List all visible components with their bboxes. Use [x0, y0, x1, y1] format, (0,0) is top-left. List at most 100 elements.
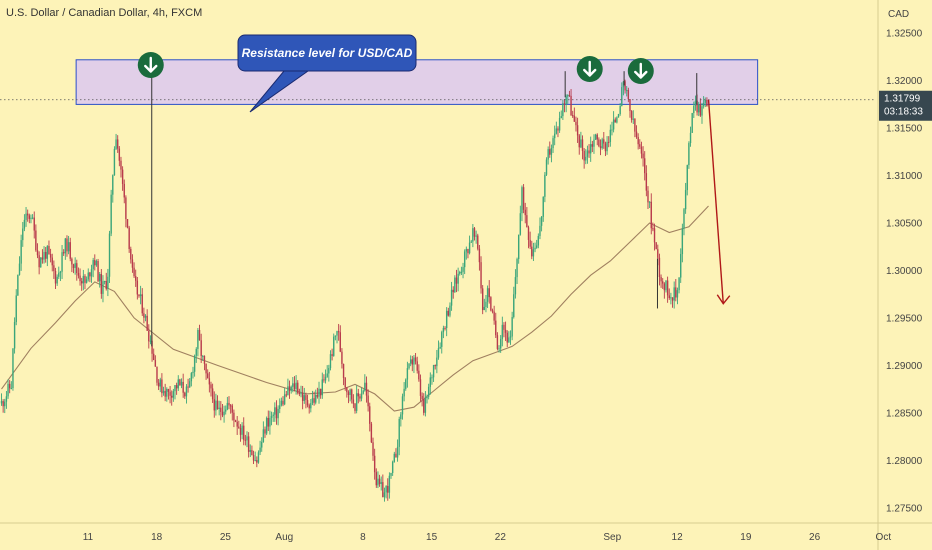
candle-body	[257, 452, 260, 463]
candle-body	[653, 228, 656, 243]
candle-body	[444, 327, 446, 329]
candle-body	[130, 248, 132, 260]
candle-body	[329, 354, 332, 369]
candle-body	[673, 287, 675, 301]
candle-body	[43, 251, 45, 260]
last-price-tag[interactable]	[879, 90, 932, 121]
arrow-down-icon	[576, 56, 603, 82]
candle-body	[115, 139, 117, 149]
candle-body	[221, 411, 224, 416]
candle-body	[288, 386, 291, 391]
candle-body	[311, 398, 314, 404]
forecast-arrowhead	[716, 294, 731, 305]
candle-body	[229, 405, 232, 407]
candle-body	[375, 472, 377, 486]
candle-body	[105, 281, 107, 289]
candle-body	[10, 388, 13, 390]
candle-body	[149, 340, 152, 342]
candle-body	[547, 149, 549, 160]
candle-body	[20, 240, 22, 264]
candle-body	[499, 338, 502, 349]
candle-body	[657, 249, 659, 258]
candle-body	[450, 289, 453, 306]
candle-body	[203, 355, 206, 364]
candles	[0, 61, 708, 502]
candle-body	[432, 365, 435, 378]
candle-body	[144, 315, 147, 318]
candle-body	[473, 228, 476, 237]
candle-body	[467, 248, 469, 254]
candle-body	[542, 196, 544, 217]
candle-body	[370, 423, 373, 443]
candle-body	[621, 87, 623, 107]
candle-body	[349, 389, 351, 395]
candle-body	[419, 379, 422, 396]
candle-body	[161, 379, 163, 394]
time-tick-label: 15	[426, 532, 438, 543]
candle-body	[277, 409, 279, 419]
candle-body	[409, 359, 412, 364]
candle-body	[678, 277, 680, 291]
price-tick-label: 1.29000	[886, 361, 923, 372]
candle-body	[506, 332, 508, 343]
candle-body	[424, 398, 427, 413]
candle-body	[706, 99, 708, 107]
candle-body	[501, 324, 504, 339]
candle-body	[139, 294, 142, 297]
candle-body	[321, 379, 323, 396]
candle-body	[524, 209, 526, 216]
candle-body	[359, 396, 361, 399]
candle-body	[475, 235, 477, 237]
candle-body	[557, 128, 559, 131]
candle-body	[205, 363, 207, 374]
candle-body	[598, 139, 600, 147]
candle-body	[334, 335, 337, 337]
price-axis[interactable]: CAD 1.32500 1.32000 1.31500 1.31000 1.30500 1.…	[877, 0, 932, 550]
price-tick-label: 1.30000	[886, 266, 923, 277]
candle-body	[472, 228, 474, 242]
candle-body	[331, 354, 333, 356]
candle-body	[138, 294, 140, 297]
candle-body	[7, 383, 9, 397]
time-axis[interactable]: 11 18 25 Aug 8 15 22 Sep 12 19 26 Oct	[0, 522, 932, 543]
candle-body	[25, 213, 27, 220]
candle-body	[74, 263, 76, 268]
candle-body	[658, 257, 661, 278]
candle-body	[408, 363, 410, 369]
candle-body	[426, 396, 428, 399]
candle-body	[354, 403, 356, 411]
price-tick-label: 1.32500	[886, 29, 923, 40]
candle-body	[689, 132, 692, 144]
candle-body	[190, 373, 193, 382]
candle-body	[583, 150, 585, 161]
candle-body	[156, 366, 158, 383]
candle-body	[169, 391, 171, 396]
candle-body	[532, 249, 535, 257]
candle-body	[118, 148, 121, 161]
candle-body	[135, 276, 137, 281]
candle-body	[455, 277, 458, 284]
candle-body	[97, 261, 99, 282]
price-tick-label: 1.30500	[886, 219, 923, 230]
time-tick-label: 22	[495, 532, 507, 543]
candle-body	[645, 173, 648, 191]
time-tick-label: 25	[220, 532, 232, 543]
candle-body	[495, 320, 497, 336]
candle-body	[53, 265, 55, 272]
candle-body	[539, 225, 541, 236]
candle-body	[637, 137, 639, 145]
candle-body	[282, 400, 284, 405]
candle-body	[431, 377, 433, 379]
annotations: Resistance level for USD/CAD	[0, 34, 876, 305]
candle-body	[231, 405, 233, 413]
candle-body	[580, 139, 582, 148]
candle-body	[481, 288, 484, 311]
time-tick-label: 8	[360, 532, 366, 543]
candle-body	[166, 388, 168, 397]
candle-body	[486, 288, 489, 302]
candle-body	[401, 396, 404, 415]
candle-body	[269, 417, 271, 427]
candle-body	[373, 455, 376, 473]
candle-body	[626, 90, 628, 92]
